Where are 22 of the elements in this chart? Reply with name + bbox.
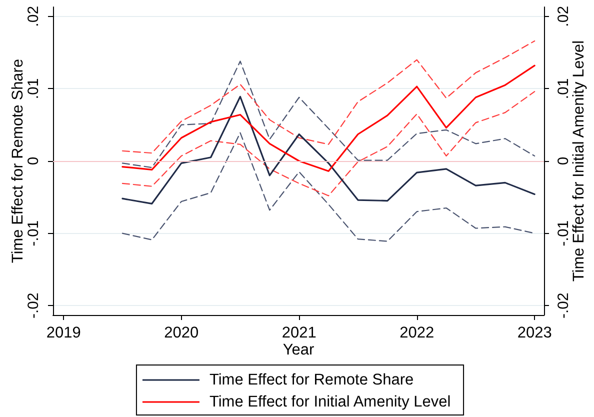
y2-tick-label: .01 [555,78,572,100]
y2-tick-label: -.02 [555,292,572,319]
legend-label: Time Effect for Initial Amenity Level [209,394,451,410]
y-axis-title: Time Effect for Remote Share [10,58,26,264]
x-tick-label: 2020 [164,324,199,342]
x-tick-label: 2022 [400,324,434,342]
y-tick-label: .01 [25,78,42,100]
y2-tick-label: 0 [555,156,572,166]
legend-label: Time Effect for Remote Share [209,372,414,388]
y-tick-label: -.01 [25,220,42,246]
y2-axis-title: Time Effect for Initial Amenity Level [570,40,588,282]
x-tick-label: 2019 [46,324,81,342]
y-tick-label: -.02 [25,292,42,319]
y2-tick-label: .02 [555,6,572,27]
x-tick-label: 2023 [517,324,552,342]
y-tick-label: .02 [25,6,42,27]
x-tick-label: 2021 [282,324,316,342]
x-axis-title: Year [282,342,314,358]
y2-tick-label: -.01 [555,220,572,246]
line-series [122,132,536,242]
line-series [122,40,536,154]
y-tick-label: 0 [25,156,42,166]
